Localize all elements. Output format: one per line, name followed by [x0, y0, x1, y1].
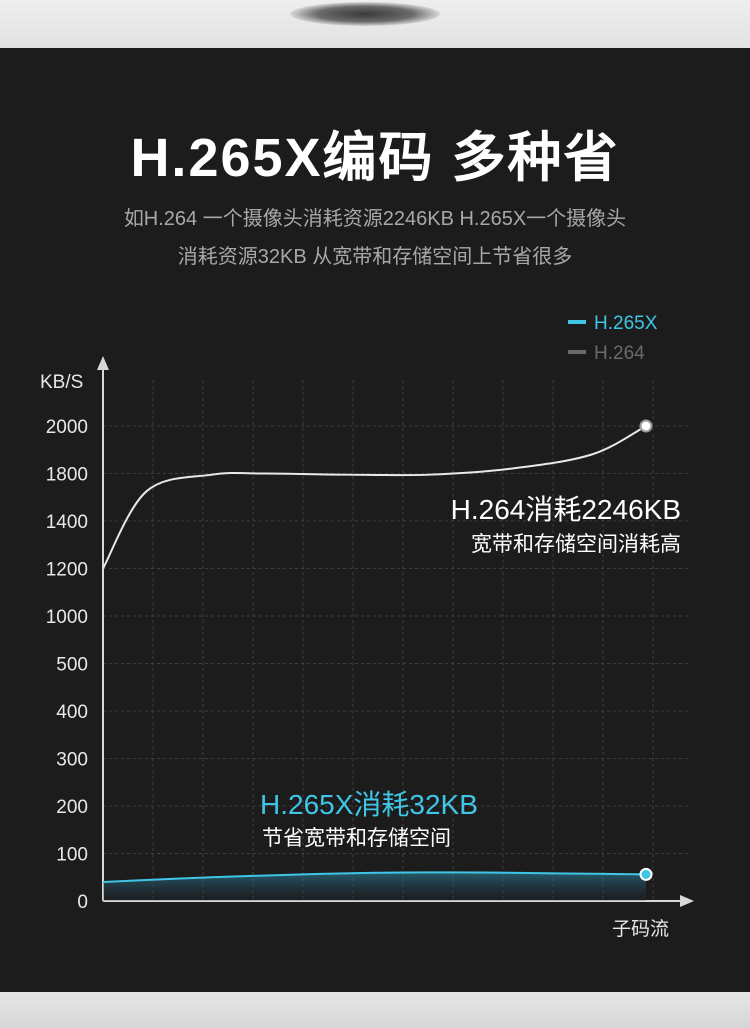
y-tick-label: 1800: [46, 465, 88, 486]
annotation-h265x-title: H.265X消耗32KB: [260, 789, 478, 820]
annotation-h264-title: H.264消耗2246KB: [451, 494, 681, 525]
y-tick-label: 1000: [46, 607, 88, 628]
y-tick-label: 0: [77, 892, 88, 913]
y-tick-label: 400: [56, 702, 88, 723]
bottom-strip: [0, 992, 750, 1028]
series-line-h264: [102, 425, 647, 569]
top-product-strip: [0, 0, 750, 48]
y-tick-label: 100: [56, 845, 88, 866]
y-axis-label: KB/S: [40, 372, 83, 393]
legend-label: H.265X: [594, 313, 658, 334]
y-tick-label: 1200: [46, 560, 88, 581]
legend-swatch: [568, 320, 586, 324]
legend-label: H.264: [594, 343, 645, 364]
y-tick-label: 200: [56, 797, 88, 818]
y-axis-arrow: [97, 356, 109, 370]
x-axis-arrow: [680, 895, 694, 907]
product-image-shadow: [290, 2, 440, 26]
series-area-h265x: [103, 872, 646, 901]
series-line-h265x: [102, 871, 647, 883]
x-axis-label: 子码流: [612, 918, 669, 940]
series-end-point-h264: [639, 419, 653, 433]
chart-grid: [103, 380, 688, 901]
annotation-h265x-text: 节省宽带和存储空间: [262, 827, 451, 850]
y-tick-label: 500: [56, 655, 88, 676]
y-tick-label: 2000: [46, 417, 88, 438]
page-title: H.265X编码 多种省: [130, 128, 620, 188]
y-tick-label: 300: [56, 750, 88, 771]
legend-swatch: [568, 350, 586, 354]
annotation-h264-text: 宽带和存储空间消耗高: [471, 533, 681, 556]
y-tick-label: 1400: [46, 512, 88, 533]
subtitle-line-1: 如H.264 一个摄像头消耗资源2246KB H.265X一个摄像头: [123, 208, 627, 230]
subtitle-line-2: 消耗资源32KB 从宽带和存储空间上节省很多: [177, 246, 573, 268]
series-end-point-h265x: [639, 867, 653, 881]
